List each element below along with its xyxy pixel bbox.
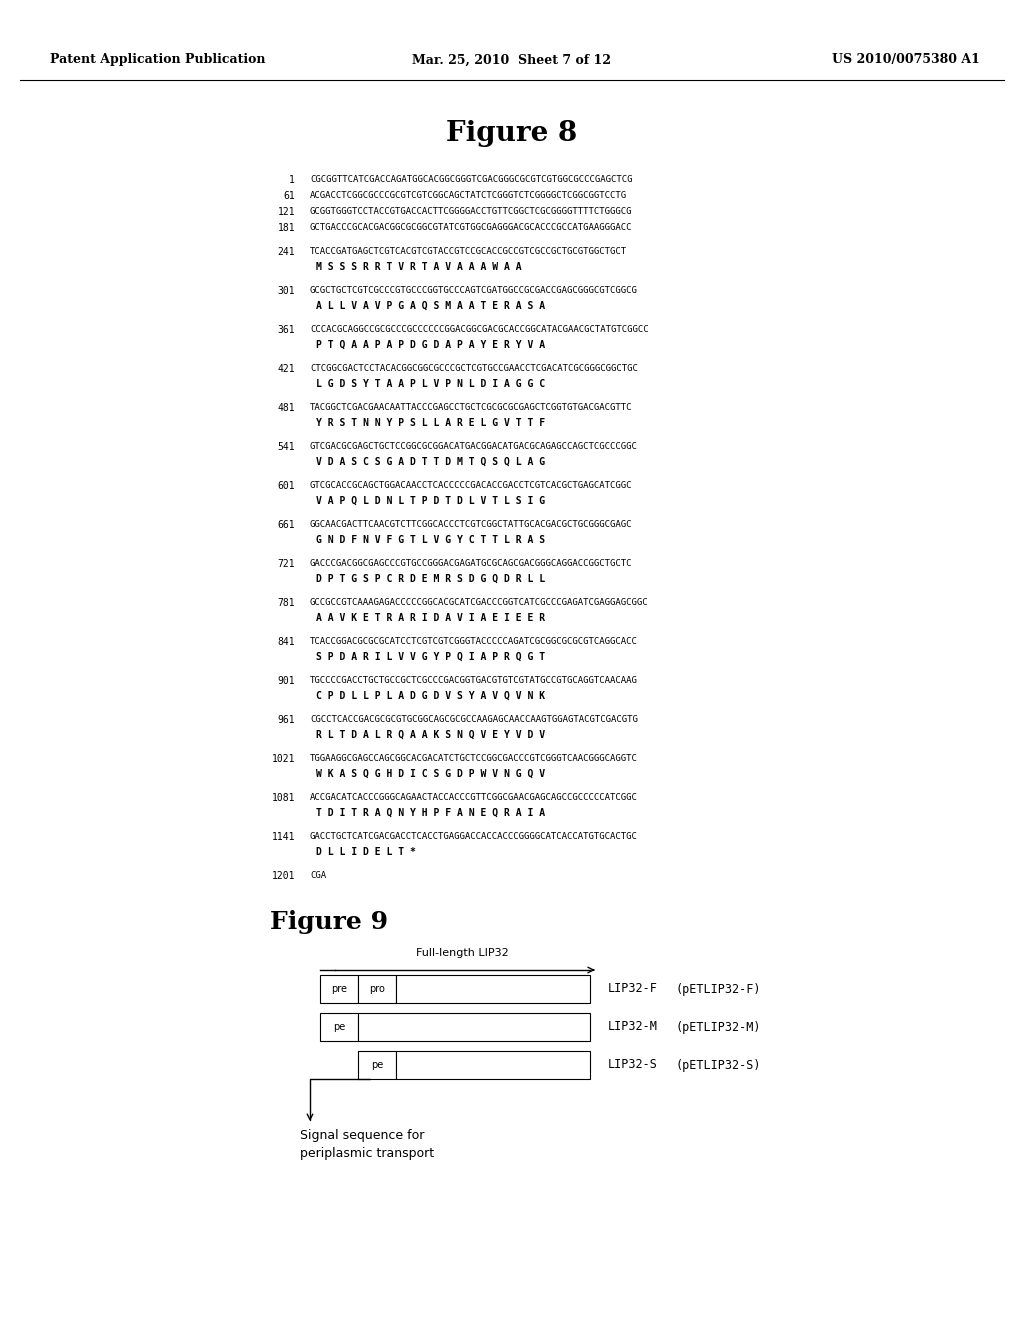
Text: 661: 661 bbox=[278, 520, 295, 531]
Text: 841: 841 bbox=[278, 638, 295, 647]
Text: LIP32-S: LIP32-S bbox=[608, 1059, 657, 1072]
Text: 121: 121 bbox=[278, 207, 295, 216]
Text: A A V K E T R A R I D A V I A E I E E R: A A V K E T R A R I D A V I A E I E E R bbox=[316, 612, 545, 623]
Text: ACGACCTCGGCGCCCGCGTCGTCGGCAGCTATCTCGGGTCTCGGGGCTCGGCGGTCCTG: ACGACCTCGGCGCCCGCGTCGTCGGCAGCTATCTCGGGTC… bbox=[310, 191, 627, 201]
Bar bbox=[358, 1051, 396, 1078]
Text: G N D F N V F G T L V G Y C T T L R A S: G N D F N V F G T L V G Y C T T L R A S bbox=[316, 535, 545, 545]
Text: Figure 8: Figure 8 bbox=[446, 120, 578, 147]
Text: CTCGGCGACTCCTACACGGCGGCGCCCGCTCGTGCCGAACCTCGACATCGCGGGCGGCTGC: CTCGGCGACTCCTACACGGCGGCGCCCGCTCGTGCCGAAC… bbox=[310, 364, 638, 374]
Text: pe: pe bbox=[371, 1060, 383, 1071]
Text: R L T D A L R Q A A K S N Q V E Y V D V: R L T D A L R Q A A K S N Q V E Y V D V bbox=[316, 730, 545, 741]
Text: 181: 181 bbox=[278, 223, 295, 234]
Text: GCTGACCCGCACGACGGCGCGGCGTATCGTGGCGAGGGACGCACCCGCCATGAAGGGACC: GCTGACCCGCACGACGGCGCGGCGTATCGTGGCGAGGGAC… bbox=[310, 223, 633, 232]
Text: 361: 361 bbox=[278, 325, 295, 335]
Bar bbox=[396, 975, 590, 1003]
Text: 961: 961 bbox=[278, 715, 295, 725]
Text: 1081: 1081 bbox=[271, 793, 295, 803]
Text: TACGGCTCGACGAACAATTACCCGAGCCTGCTCGCGCGCGAGCTCGGTGTGACGACGTTC: TACGGCTCGACGAACAATTACCCGAGCCTGCTCGCGCGCG… bbox=[310, 403, 633, 412]
Text: P T Q A A P A P D G D A P A Y E R Y V A: P T Q A A P A P D G D A P A Y E R Y V A bbox=[316, 341, 545, 350]
Bar bbox=[358, 975, 396, 1003]
Text: Mar. 25, 2010  Sheet 7 of 12: Mar. 25, 2010 Sheet 7 of 12 bbox=[413, 54, 611, 66]
Text: pe: pe bbox=[333, 1022, 345, 1032]
Text: (pETLIP32-F): (pETLIP32-F) bbox=[676, 982, 762, 995]
Text: D P T G S P C R D E M R S D G Q D R L L: D P T G S P C R D E M R S D G Q D R L L bbox=[316, 574, 545, 583]
Text: 241: 241 bbox=[278, 247, 295, 257]
Text: LIP32-M: LIP32-M bbox=[608, 1020, 657, 1034]
Text: GACCCGACGGCGAGCCCGTGCCGGGACGAGATGCGCAGCGACGGGCAGGACCGGCTGCTC: GACCCGACGGCGAGCCCGTGCCGGGACGAGATGCGCAGCG… bbox=[310, 558, 633, 568]
Text: CGCGGTTCATCGACCAGATGGCACGGCGGGTCGACGGGCGCGTCGTGGCGCCCGAGCTCG: CGCGGTTCATCGACCAGATGGCACGGCGGGTCGACGGGCG… bbox=[310, 176, 633, 183]
Text: (pETLIP32-S): (pETLIP32-S) bbox=[676, 1059, 762, 1072]
Text: TCACCGGACGCGCGCATCCTCGTCGTCGGGTACCCCCAGATCGCGGCGCGCGTCAGGCACC: TCACCGGACGCGCGCATCCTCGTCGTCGGGTACCCCCAGA… bbox=[310, 638, 638, 645]
Text: TCACCGATGAGCTCGTCACGTCGTACCGTCCGCACCGCCGTCGCCGCTGCGTGGCTGCT: TCACCGATGAGCTCGTCACGTCGTACCGTCCGCACCGCCG… bbox=[310, 247, 627, 256]
Text: 601: 601 bbox=[278, 480, 295, 491]
Text: Figure 9: Figure 9 bbox=[270, 909, 388, 935]
Text: S P D A R I L V V G Y P Q I A P R Q G T: S P D A R I L V V G Y P Q I A P R Q G T bbox=[316, 652, 545, 663]
Text: GCGGTGGGTCCTACCGTGACCACTTCGGGGACCTGTTCGGCTCGCGGGGTTTTCTGGGCG: GCGGTGGGTCCTACCGTGACCACTTCGGGGACCTGTTCGG… bbox=[310, 207, 633, 216]
Text: L G D S Y T A A P L V P N L D I A G G C: L G D S Y T A A P L V P N L D I A G G C bbox=[316, 379, 545, 389]
Text: D L L I D E L T *: D L L I D E L T * bbox=[316, 847, 416, 857]
Text: V A P Q L D N L T P D T D L V T L S I G: V A P Q L D N L T P D T D L V T L S I G bbox=[316, 496, 545, 506]
Text: 901: 901 bbox=[278, 676, 295, 686]
Text: GCGCTGCTCGTCGCCCGTGCCCGGTGCCCAGTCGATGGCCGCGACCGAGCGGGCGTCGGCG: GCGCTGCTCGTCGCCCGTGCCCGGTGCCCAGTCGATGGCC… bbox=[310, 286, 638, 294]
Text: 1201: 1201 bbox=[271, 871, 295, 880]
Text: 1: 1 bbox=[289, 176, 295, 185]
Text: Patent Application Publication: Patent Application Publication bbox=[50, 54, 265, 66]
Text: US 2010/0075380 A1: US 2010/0075380 A1 bbox=[833, 54, 980, 66]
Bar bbox=[319, 1012, 358, 1041]
Text: 61: 61 bbox=[284, 191, 295, 201]
Text: Full-length LIP32: Full-length LIP32 bbox=[416, 948, 508, 958]
Text: 781: 781 bbox=[278, 598, 295, 609]
Text: 421: 421 bbox=[278, 364, 295, 374]
Bar bbox=[358, 1012, 590, 1041]
Text: CGCCTCACCGACGCGCGTGCGGCAGCGCGCCAAGAGCAACCAAGTGGAGTACGTCGACGTG: CGCCTCACCGACGCGCGTGCGGCAGCGCGCCAAGAGCAAC… bbox=[310, 715, 638, 723]
Text: CGA: CGA bbox=[310, 871, 326, 880]
Text: Signal sequence for
periplasmic transport: Signal sequence for periplasmic transpor… bbox=[300, 1129, 434, 1160]
Text: 721: 721 bbox=[278, 558, 295, 569]
Text: 541: 541 bbox=[278, 442, 295, 451]
Text: 481: 481 bbox=[278, 403, 295, 413]
Text: ACCGACATCACCCGGGCAGAACTACCACCCGTTCGGCGAACGAGCAGCCGCCCCCATCGGC: ACCGACATCACCCGGGCAGAACTACCACCCGTTCGGCGAA… bbox=[310, 793, 638, 803]
Text: 1141: 1141 bbox=[271, 832, 295, 842]
Text: Y R S T N N Y P S L L A R E L G V T T F: Y R S T N N Y P S L L A R E L G V T T F bbox=[316, 418, 545, 428]
Text: C P D L L P L A D G D V S Y A V Q V N K: C P D L L P L A D G D V S Y A V Q V N K bbox=[316, 690, 545, 701]
Text: (pETLIP32-M): (pETLIP32-M) bbox=[676, 1020, 762, 1034]
Text: pro: pro bbox=[369, 983, 385, 994]
Bar bbox=[319, 975, 358, 1003]
Text: CCCACGCAGGCCGCGCCCGCCCCCCGGACGGCGACGCACCGGCATACGAACGCTATGTCGGCC: CCCACGCAGGCCGCGCCCGCCCCCCGGACGGCGACGCACC… bbox=[310, 325, 648, 334]
Text: 301: 301 bbox=[278, 286, 295, 296]
Text: pre: pre bbox=[331, 983, 347, 994]
Text: T D I T R A Q N Y H P F A N E Q R A I A: T D I T R A Q N Y H P F A N E Q R A I A bbox=[316, 808, 545, 818]
Text: A L L V A V P G A Q S M A A T E R A S A: A L L V A V P G A Q S M A A T E R A S A bbox=[316, 301, 545, 312]
Text: 1021: 1021 bbox=[271, 754, 295, 764]
Text: W K A S Q G H D I C S G D P W V N G Q V: W K A S Q G H D I C S G D P W V N G Q V bbox=[316, 770, 545, 779]
Text: TGGAAGGCGAGCCAGCGGCACGACATCTGCTCCGGCGACCCGTCGGGTCAACGGGCAGGTC: TGGAAGGCGAGCCAGCGGCACGACATCTGCTCCGGCGACC… bbox=[310, 754, 638, 763]
Text: GACCTGCTCATCGACGACCTCACCTGAGGACCACCACCCGGGGCATCACCATGTGCACTGC: GACCTGCTCATCGACGACCTCACCTGAGGACCACCACCCG… bbox=[310, 832, 638, 841]
Text: V D A S C S G A D T T D M T Q S Q L A G: V D A S C S G A D T T D M T Q S Q L A G bbox=[316, 457, 545, 467]
Text: GCCGCCGTCAAAGAGACCCCCGGCACGCATCGACCCGGTCATCGCCCGAGATCGAGGAGCGGC: GCCGCCGTCAAAGAGACCCCCGGCACGCATCGACCCGGTC… bbox=[310, 598, 648, 607]
Text: TGCCCCGACCTGCTGCCGCTCGCCCGACGGTGACGTGTCGTATGCCGTGCAGGTCAACAAG: TGCCCCGACCTGCTGCCGCTCGCCCGACGGTGACGTGTCG… bbox=[310, 676, 638, 685]
Text: LIP32-F: LIP32-F bbox=[608, 982, 657, 995]
Text: M S S S R R T V R T A V A A A W A A: M S S S R R T V R T A V A A A W A A bbox=[316, 261, 521, 272]
Text: GTCGCACCGCAGCTGGACAACCTCACCCCCGACACCGACCTCGTCACGCTGAGCATCGGC: GTCGCACCGCAGCTGGACAACCTCACCCCCGACACCGACC… bbox=[310, 480, 633, 490]
Text: GTCGACGCGAGCTGCTCCGGCGCGGACATGACGGACATGACGCAGAGCCAGCTCGCCCGGC: GTCGACGCGAGCTGCTCCGGCGCGGACATGACGGACATGA… bbox=[310, 442, 638, 451]
Bar bbox=[396, 1051, 590, 1078]
Text: GGCAACGACTTCAACGTCTTCGGCACCCTCGTCGGCTATTGCACGACGCTGCGGGCGAGC: GGCAACGACTTCAACGTCTTCGGCACCCTCGTCGGCTATT… bbox=[310, 520, 633, 529]
